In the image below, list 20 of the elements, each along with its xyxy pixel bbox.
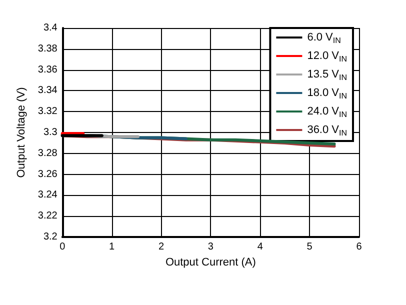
y-tick-label: 3.26 — [38, 168, 58, 180]
x-tick-label: 1 — [109, 242, 116, 252]
y-tick-label: 3.2 — [43, 232, 58, 242]
y-tick-label: 3.4 — [43, 22, 58, 34]
x-tick-label: 0 — [60, 242, 66, 252]
x-tick-label: 3 — [208, 242, 214, 252]
y-tick-label: 3.34 — [38, 85, 58, 96]
y-tick-label: 3.24 — [38, 190, 58, 201]
x-axis-title: Output Current (A) — [165, 256, 256, 268]
y-tick-label: 3.3 — [43, 127, 58, 138]
y-tick-label: 3.22 — [38, 210, 58, 222]
x-tick-label: 6 — [356, 242, 362, 252]
x-tick-label: 4 — [257, 242, 264, 252]
x-tick-label: 2 — [158, 242, 164, 252]
y-tick-label: 3.32 — [38, 106, 58, 118]
y-tick-label: 3.38 — [38, 43, 58, 54]
y-tick-label: 3.36 — [38, 64, 58, 76]
y-tick-label: 3.28 — [38, 148, 58, 159]
y-axis-title: Output Voltage (V) — [16, 87, 28, 178]
x-tick-label: 5 — [306, 242, 313, 252]
